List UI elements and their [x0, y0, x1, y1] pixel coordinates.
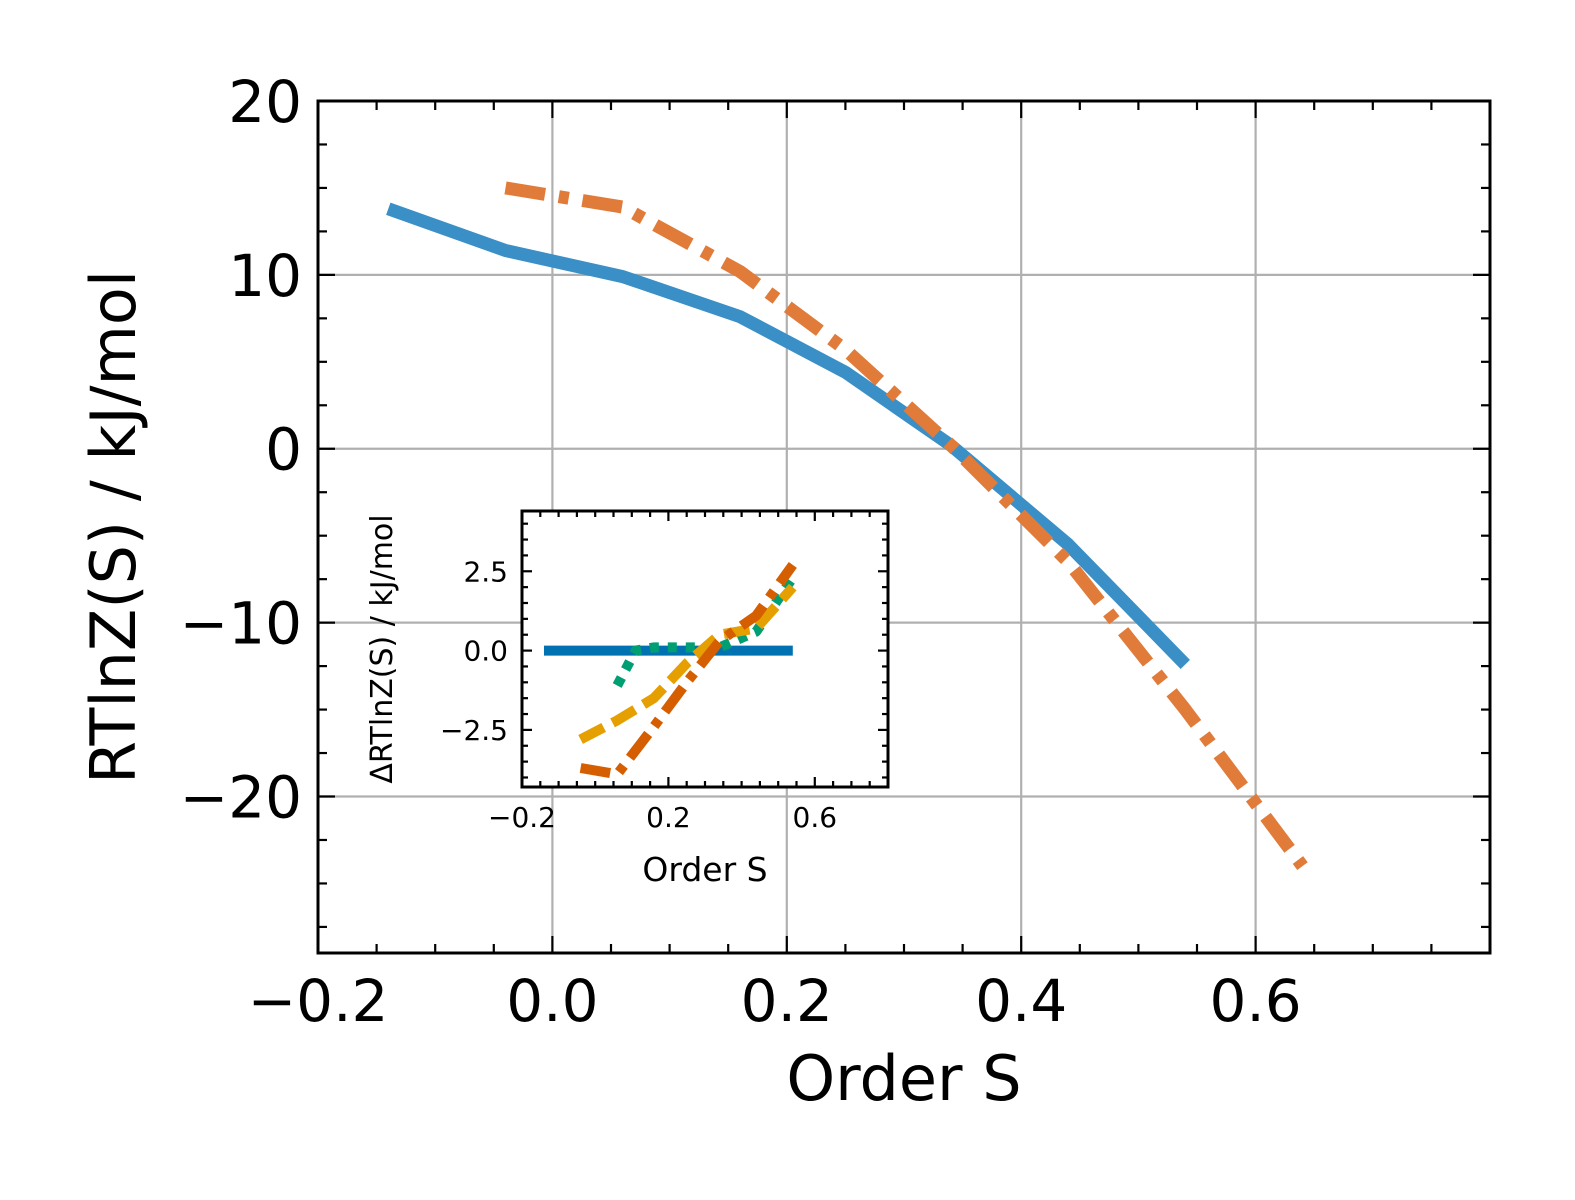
x-tick-label: 0.6: [1209, 967, 1301, 1035]
series-line-2: [504, 181, 1308, 870]
y-tick-label: 0.0: [463, 635, 508, 668]
inset-y-axis-label: ΔRTlnZ(S) / kJ/mol: [365, 514, 400, 783]
y-tick-label: 0: [265, 416, 302, 484]
y-tick-label: 2.5: [463, 555, 508, 588]
y-tick-label: −20: [180, 763, 302, 831]
series-line-2: [612, 574, 797, 688]
main-y-axis-label: RTlnZ(S) / kJ/mol: [77, 270, 150, 784]
main-plot: −0.2 0.0 0.2 0.4 0.6 20 10 0 −10 −20 Order S RTln…: [77, 68, 1492, 1115]
x-tick-label: 0.4: [975, 967, 1067, 1035]
y-tick-label: −2.5: [440, 714, 508, 747]
main-plot-frame: [316, 99, 1492, 955]
series-line-4: [579, 561, 797, 780]
x-tick-label: −0.2: [488, 801, 556, 834]
inset-plot: −0.2 0.2 0.6 2.5 0.0 −2.5 Order S ΔRTlnZ(S) /…: [365, 509, 890, 889]
x-tick-label: −0.2: [248, 967, 389, 1035]
main-x-axis-label: Order S: [786, 1042, 1021, 1115]
main-tick-labels: −0.2 0.0 0.2 0.4 0.6 20 10 0 −10 −20: [180, 68, 1302, 1035]
inset-x-axis-label: Order S: [642, 850, 767, 889]
inset-plot-frame: [520, 509, 890, 789]
series-line-1: [386, 202, 1190, 669]
y-tick-label: 20: [228, 68, 302, 136]
x-tick-label: 0.6: [793, 801, 838, 834]
inset-series: [544, 561, 797, 780]
y-tick-label: −10: [180, 590, 302, 658]
x-tick-label: 0.2: [646, 801, 691, 834]
x-tick-label: 0.0: [506, 967, 598, 1035]
y-tick-label: 10: [228, 242, 302, 310]
series-line-3: [578, 583, 797, 744]
x-tick-label: 0.2: [741, 967, 833, 1035]
inset-tick-labels: −0.2 0.2 0.6 2.5 0.0 −2.5: [440, 555, 837, 834]
main-series: [386, 181, 1308, 870]
